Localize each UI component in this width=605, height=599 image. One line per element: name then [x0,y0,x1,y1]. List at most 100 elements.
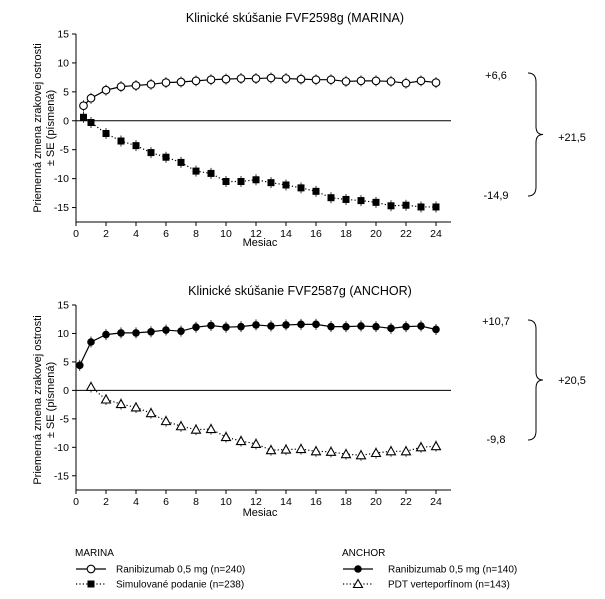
anchor-series-1-point [132,329,140,337]
anchor-series-1-point [432,325,440,334]
anchor-series-1-point [282,321,290,329]
anchor-series-2-point [310,445,322,456]
anchor-x-tick-label: 6 [163,496,169,508]
anchor-series-2-point [325,446,337,456]
marina-series-1-point [386,77,396,86]
marina-series-2-point [177,158,185,166]
legend-open-triangle-marker-icon [352,578,364,589]
anchor-series-2-point [145,407,157,418]
marina-series-1-point [191,76,201,86]
anchor-x-tick-label: 12 [250,496,262,508]
marina-series-1-point [251,74,261,83]
marina-top-value-label: +6,6 [485,70,507,82]
legend: MARINA Ranibizumab 0,5 mg (n=240) Simulo… [75,548,517,591]
anchor-y-axis-label-line2: ± SE (písmená) [45,362,57,438]
anchor-y-tick-label: -15 [54,470,69,482]
legend-marina-ranibizumab-label: Ranibizumab 0,5 mg (n=240) [116,565,245,576]
anchor-y-tick-label: 15 [57,300,69,312]
legend-anchor-ranibizumab-label: Ranibizumab 0,5 mg (n=140) [388,565,517,576]
anchor-series-1-point [207,321,215,330]
marina-x-tick-label: 6 [163,228,169,240]
marina-series-2-point [387,202,395,210]
anchor-series-1-point [222,323,230,332]
anchor-series-1-point [162,326,170,334]
anchor-series-2-point [430,440,442,451]
anchor-x-tick-label: 4 [133,496,139,508]
anchor-series-2-point [100,393,112,404]
marina-series-1-point [236,74,246,83]
marina-y-axis-label-line1: Priemerná zmena zrakovej ostrosti [32,43,44,212]
marina-chart-title: Klinické skúšanie FVF2598g (MARINA) [186,11,404,25]
anchor-series-2-point [85,381,97,392]
marina-x-tick-label: 14 [280,228,292,240]
marina-series-1-point [161,78,171,87]
anchor-y-tick-label: -5 [60,413,69,425]
anchor-x-tick-label: 22 [400,496,412,508]
anchor-y-tick-label: 5 [63,356,69,368]
marina-series-2-point [147,149,155,157]
anchor-chart-title: Klinické skúšanie FVF2587g (ANCHOR) [188,284,412,298]
marina-series-2-point [102,129,110,137]
anchor-series-2-point [175,420,187,431]
marina-series-2-point [402,201,410,209]
marina-series-2-point [327,194,335,202]
marina-series-2-point [132,142,140,150]
anchor-series-1-point [87,338,95,346]
anchor-series-2-point [415,441,427,452]
marina-difference-bracket [527,72,544,197]
legend-anchor-title: ANCHOR [342,548,385,559]
marina-y-axis-label-line2: ± SE (písmená) [45,90,57,166]
marina-series-2-point [117,137,125,145]
marina-series-2-line [83,116,436,208]
anchor-series-2-point [370,447,382,458]
marina-series-2-point [237,178,245,186]
anchor-series-1-point [342,322,350,331]
marina-series-1-point [86,93,96,103]
marina-difference-label: +21,5 [558,132,586,144]
legend-filled-circle-marker-icon [354,565,362,573]
marina-series-2-point [87,119,95,127]
marina-y-tick-label: -15 [54,202,69,214]
marina-x-tick-label: 0 [73,228,79,240]
marina-series-1-point [356,76,366,86]
anchor-series-1-point [417,322,425,330]
marina-x-tick-label: 4 [133,228,139,240]
marina-series-2-point [372,198,380,206]
marina-series-1-point [101,85,111,95]
legend-filled-square-marker-icon [87,580,95,588]
anchor-series-2-line [90,386,437,456]
anchor-series-2-point [250,438,262,448]
anchor-x-tick-label: 18 [340,496,352,508]
marina-series-1-point [266,73,276,83]
anchor-series-1-point [327,322,335,331]
anchor-series-2-point [280,443,292,454]
legend-marina-title: MARINA [75,548,114,559]
anchor-difference-bracket [527,319,544,441]
anchor-series-2-point [235,435,247,446]
marina-series-2-point [267,179,275,187]
marina-y-tick-label: 0 [63,115,69,127]
anchor-series-1-point [75,361,84,370]
anchor-bottom-value-label: -9,8 [487,434,506,446]
anchor-series-2-point [295,443,307,454]
marina-x-tick-label: 24 [430,228,442,240]
marina-series-1-point [326,75,336,85]
marina-series-2-point [282,181,290,189]
anchor-series-1-point [237,322,245,331]
marina-x-tick-label: 10 [220,228,232,240]
marina-series-2-point [80,113,87,121]
anchor-series-2-point [130,401,142,412]
marina-bottom-value-label: -14,9 [483,190,508,202]
anchor-series-1-point [387,324,395,333]
marina-series-2-point [417,203,425,211]
legend-item-anchor-pdt: PDT verteporfínom (n=143) [343,578,510,591]
anchor-x-tick-label: 8 [193,496,199,508]
anchor-x-tick-label: 10 [220,496,232,508]
marina-x-tick-label: 2 [103,228,109,240]
marina-x-tick-label: 16 [310,228,322,240]
marina-series-1-point [176,77,186,87]
marina-series-1-point [221,74,231,84]
marina-series-1-point [146,79,156,89]
marina-series-1-point [311,75,321,85]
anchor-top-value-label: +10,7 [482,316,510,328]
